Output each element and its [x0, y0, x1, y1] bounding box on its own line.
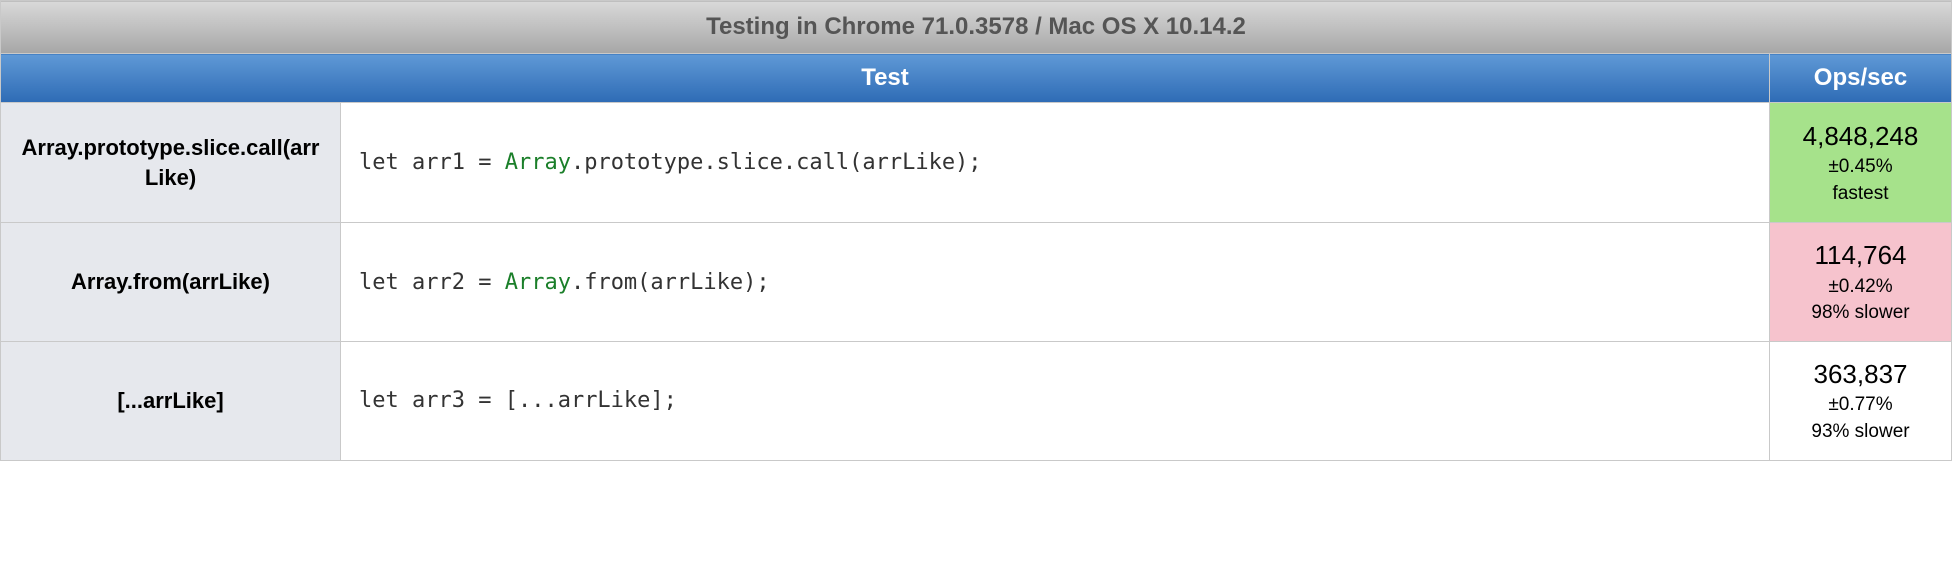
ops-cell: 363,837 ±0.77% 93% slower — [1769, 341, 1951, 460]
code-eq: = — [465, 388, 505, 413]
code-kw: let — [359, 150, 412, 175]
code-rest: .from(arrLike); — [571, 270, 770, 295]
code-cell: let arr2 = Array.from(arrLike); — [341, 223, 1770, 342]
code-kw: let — [359, 270, 412, 295]
ops-value: 363,837 — [1778, 356, 1943, 392]
test-name-cell: [...arrLike] — [1, 341, 341, 460]
code-cell: let arr3 = [...arrLike]; — [341, 341, 1770, 460]
header-row: Test Ops/sec — [1, 54, 1952, 103]
table-title: Testing in Chrome 71.0.3578 / Mac OS X 1… — [1, 1, 1952, 54]
benchmark-table: Testing in Chrome 71.0.3578 / Mac OS X 1… — [0, 0, 1952, 461]
ops-pm: ±0.42% — [1778, 274, 1943, 301]
ops-note: 98% slower — [1778, 300, 1943, 327]
table-row: Array.from(arrLike) let arr2 = Array.fro… — [1, 223, 1952, 342]
code-ident: Array — [505, 150, 571, 175]
code-eq: = — [465, 150, 505, 175]
code-var: arr2 — [412, 270, 465, 295]
ops-note: 93% slower — [1778, 419, 1943, 446]
ops-cell: 114,764 ±0.42% 98% slower — [1769, 223, 1951, 342]
code-cell: let arr1 = Array.prototype.slice.call(ar… — [341, 103, 1770, 223]
ops-pm: ±0.77% — [1778, 392, 1943, 419]
ops-pm: ±0.45% — [1778, 154, 1943, 181]
ops-cell: 4,848,248 ±0.45% fastest — [1769, 103, 1951, 223]
header-ops: Ops/sec — [1769, 54, 1951, 103]
table-row: [...arrLike] let arr3 = [...arrLike]; 36… — [1, 341, 1952, 460]
ops-value: 4,848,248 — [1778, 118, 1943, 154]
code-rest: .prototype.slice.call(arrLike); — [571, 150, 982, 175]
code-var: arr3 — [412, 388, 465, 413]
code-eq: = — [465, 270, 505, 295]
test-name-cell: Array.prototype.slice.call(arrLike) — [1, 103, 341, 223]
ops-note: fastest — [1778, 181, 1943, 208]
table-row: Array.prototype.slice.call(arrLike) let … — [1, 103, 1952, 223]
title-row: Testing in Chrome 71.0.3578 / Mac OS X 1… — [1, 1, 1952, 54]
code-rest: [...arrLike]; — [505, 388, 677, 413]
code-kw: let — [359, 388, 412, 413]
code-ident: Array — [505, 270, 571, 295]
ops-value: 114,764 — [1778, 237, 1943, 273]
code-var: arr1 — [412, 150, 465, 175]
test-name-cell: Array.from(arrLike) — [1, 223, 341, 342]
header-test: Test — [1, 54, 1770, 103]
